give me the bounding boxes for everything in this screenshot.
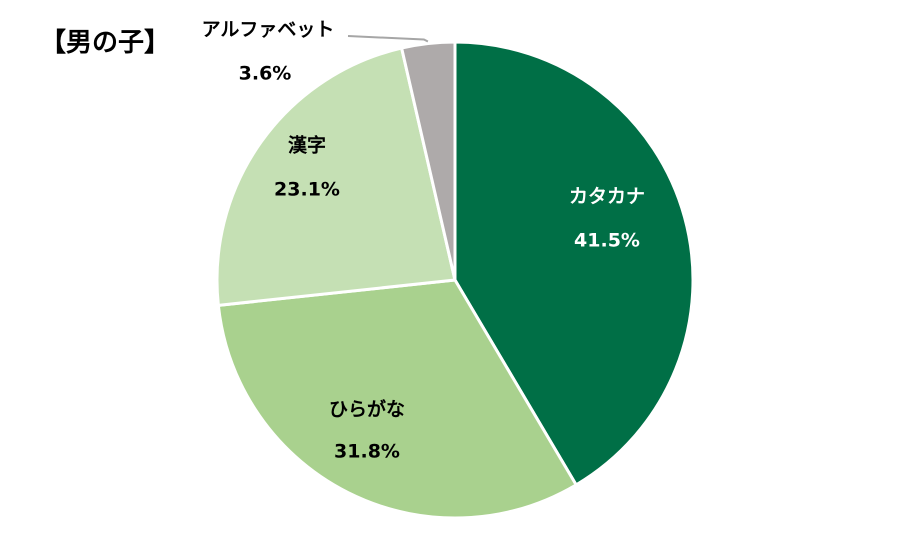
pie-slice-1 bbox=[453, 40, 695, 487]
pie-slice-2 bbox=[216, 278, 578, 520]
slice-label-1: カタカナ bbox=[569, 186, 645, 208]
leader-lines bbox=[347, 35, 429, 43]
pie-slice-3 bbox=[215, 46, 457, 307]
slice-value-3: 23.1% bbox=[274, 179, 340, 201]
slice-label-3: 漢字 bbox=[288, 134, 326, 157]
slice-value-1: 41.5% bbox=[574, 230, 640, 252]
slice-value-4: 3.6% bbox=[239, 63, 292, 85]
slice-value-2: 31.8% bbox=[334, 441, 400, 463]
leader-line bbox=[347, 35, 429, 43]
pie-slice-4 bbox=[400, 40, 457, 282]
slice-labels: カタカナ 41.5% ひらがな 31.8% 漢字 23.1% アルファベット 3.6% bbox=[202, 19, 645, 463]
pie-slices bbox=[215, 40, 695, 520]
chart-title: 【男の子】 bbox=[40, 28, 170, 58]
slice-label-2: ひらがな bbox=[329, 398, 405, 421]
slice-label-4: アルファベット bbox=[202, 19, 335, 41]
